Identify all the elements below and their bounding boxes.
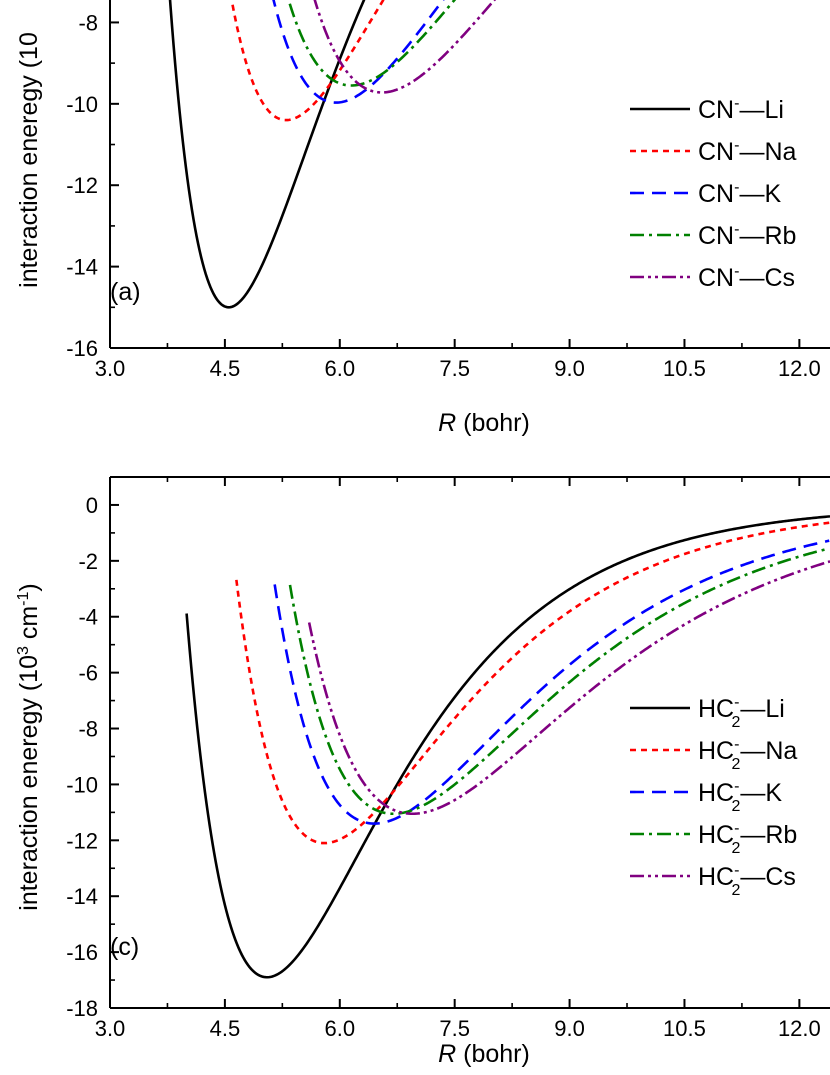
legend-label-rb: HC-2—Rb xyxy=(698,820,797,857)
series-line-rb xyxy=(287,0,457,87)
y-tick-label: -2 xyxy=(78,549,98,574)
x-tick-label: 4.5 xyxy=(210,1016,241,1041)
x-tick-label: 6.0 xyxy=(324,1016,355,1041)
legend-label-k: CN-—K xyxy=(698,179,781,208)
series-line-k xyxy=(272,0,445,104)
y-tick-label: -16 xyxy=(66,940,98,965)
series-line-k xyxy=(273,539,830,825)
x-tick-label: 10.5 xyxy=(663,1016,706,1041)
x-tick-label: 10.5 xyxy=(663,356,706,381)
y-tick-label: -8 xyxy=(78,717,98,742)
series-line-rb xyxy=(288,547,830,816)
series-line-na xyxy=(235,521,830,845)
panel-c-curves xyxy=(185,515,830,979)
y-tick-label: -10 xyxy=(66,92,98,117)
x-tick-label: 3.0 xyxy=(95,1016,126,1041)
panel-c-y-axis-title: interaction eneregy (103 cm-1) xyxy=(15,583,43,910)
x-tick-label: 9.0 xyxy=(554,1016,585,1041)
y-tick-label: -4 xyxy=(78,605,98,630)
panel-a-label: (a) xyxy=(110,278,141,306)
y-tick-label: 0 xyxy=(86,493,98,518)
x-tick-label: 12.0 xyxy=(778,356,821,381)
panel-c: 3.0 4.5 6.0 7.5 9.0 10.5 12.0 -18 -16 -14 -12 -10 -8… xyxy=(15,476,830,1068)
x-tick-label: 12.0 xyxy=(778,1016,821,1041)
legend-label-cs: HC-2—Cs xyxy=(698,862,796,899)
legend-label-cs: CN-—Cs xyxy=(698,263,795,292)
legend-label-li: CN-—Li xyxy=(698,95,784,124)
x-tick-label: 3.0 xyxy=(95,356,126,381)
x-tick-label: 4.5 xyxy=(210,356,241,381)
x-tick-label: 9.0 xyxy=(554,356,585,381)
x-tick-label: 7.5 xyxy=(439,356,470,381)
panel-c-frame xyxy=(109,476,830,1009)
y-tick-label: -10 xyxy=(66,772,98,797)
legend-label-na: HC-2—Na xyxy=(698,736,797,773)
x-tick-label: 7.5 xyxy=(439,1016,470,1041)
y-tick-label: -6 xyxy=(78,661,98,686)
panel-a-x-axis-title: R (bohr) xyxy=(438,409,530,437)
y-tick-label: -12 xyxy=(66,828,98,853)
legend-label-k: HC-2—K xyxy=(698,778,782,815)
panel-c-ticks: 3.0 4.5 6.0 7.5 9.0 10.5 12.0 -18 -16 -14 -12 -10 -8… xyxy=(66,477,821,1041)
legend-label-na: CN-—Na xyxy=(698,137,796,166)
series-line-cs xyxy=(313,0,497,94)
y-tick-label: -14 xyxy=(66,884,98,909)
panel-a-curves xyxy=(168,0,497,309)
x-tick-label: 6.0 xyxy=(324,356,355,381)
panel-c-x-axis-title: R (bohr) xyxy=(438,1040,530,1068)
y-tick-label: -18 xyxy=(66,996,98,1021)
series-line-li xyxy=(185,515,830,979)
series-line-li xyxy=(168,0,366,309)
panel-a-legend: CN-—Li CN-—Na CN-—K CN-—Rb CN-—Cs xyxy=(630,95,796,292)
y-tick-label: -14 xyxy=(66,255,98,280)
y-tick-label: -12 xyxy=(66,173,98,198)
y-tick-label: -8 xyxy=(78,10,98,35)
panel-a-frame xyxy=(109,0,830,349)
legend-label-rb: CN-—Rb xyxy=(698,221,796,250)
legend-label-li: HC-2—Li xyxy=(698,694,785,731)
panel-c-label: (c) xyxy=(110,933,139,961)
series-line-cs xyxy=(307,560,830,816)
panel-a-y-axis-title: interaction eneregy (10 xyxy=(15,32,43,288)
y-tick-label: -16 xyxy=(66,336,98,361)
panel-a-ticks: 3.04.56.07.59.010.512.0-16-14-12-10-8-6 xyxy=(66,10,821,381)
panel-a: 3.04.56.07.59.010.512.0-16-14-12-10-8-6 … xyxy=(15,0,830,437)
panel-c-legend: HC-2—Li HC-2—Na HC-2—K HC-2—Rb HC-2—Cs xyxy=(630,694,797,899)
